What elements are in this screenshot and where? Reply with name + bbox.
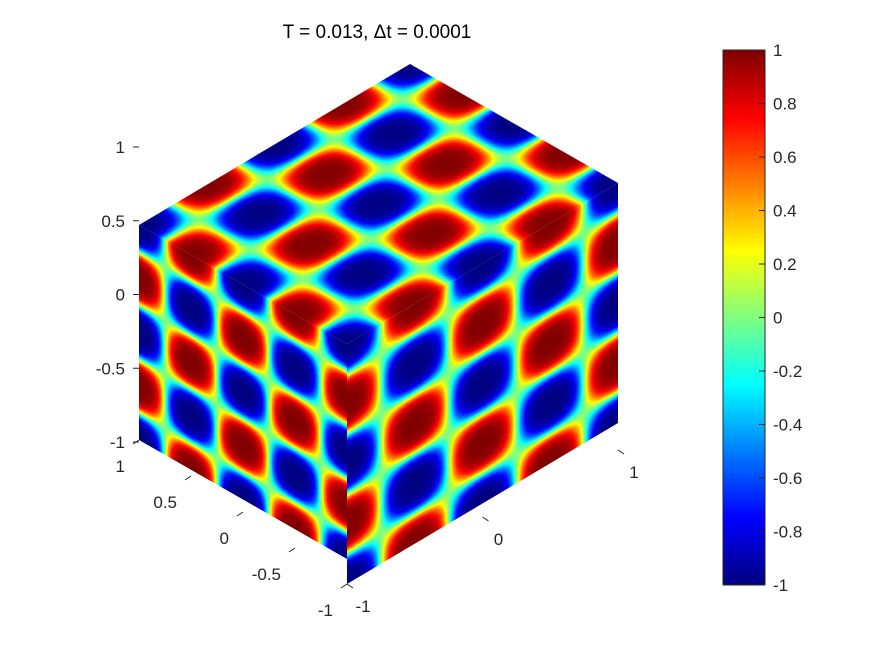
colorbar-tick-label: -0.6: [773, 469, 802, 488]
cube-plot: [139, 64, 618, 584]
axes: 1 0.5 0 -0.5 -1 1 0.5 0 -0.5 -1 -1 0 1: [96, 138, 639, 620]
x-tick-label: -1: [355, 597, 370, 616]
y-tick-mark: [340, 583, 348, 589]
z-tick-label: 0.5: [101, 212, 125, 231]
colorbar-gradient: [723, 50, 765, 585]
y-tick-mark: [288, 547, 296, 553]
chart-title: T = 0.013, Δt = 0.0001: [283, 22, 472, 43]
colorbar: 1 0.8 0.6 0.4 0.2 0 -0.2 -0.4 -0.6 -0.8 -1: [722, 41, 802, 595]
y-tick-label: -0.5: [252, 565, 281, 584]
colorbar-tick-label: -1: [773, 576, 788, 595]
x-tick-label: 1: [629, 463, 638, 482]
y-tick-label: 1: [116, 457, 125, 476]
colorbar-tick-label: -0.4: [773, 416, 802, 435]
colorbar-tick-label: 0.8: [773, 95, 797, 114]
x-tick-mark: [346, 583, 354, 589]
y-tick-mark: [184, 475, 192, 481]
x-tick-label: 0: [494, 530, 503, 549]
x-tick-mark: [482, 516, 489, 522]
colorbar-tick-label: -0.2: [773, 362, 802, 381]
colorbar-tick-label: -0.8: [773, 523, 802, 542]
colorbar-tick-label: 0.2: [773, 255, 797, 274]
colorbar-tick-label: 0.6: [773, 148, 797, 167]
y-tick-label: -1: [318, 601, 333, 620]
colorbar-tick-label: 1: [773, 41, 782, 60]
x-tick-mark: [617, 449, 625, 455]
z-tick-label: -0.5: [96, 359, 125, 378]
z-tick-label: 0: [116, 286, 125, 305]
colorbar-tick-label: 0.4: [773, 202, 797, 221]
y-tick-label: 0.5: [153, 493, 177, 512]
z-tick-label: -1: [110, 433, 125, 452]
colorbar-tick-label: 0: [773, 309, 782, 328]
y-tick-mark: [236, 511, 244, 517]
z-tick-label: 1: [116, 138, 125, 157]
y-tick-mark: [132, 439, 140, 445]
y-tick-label: 0: [220, 529, 229, 548]
